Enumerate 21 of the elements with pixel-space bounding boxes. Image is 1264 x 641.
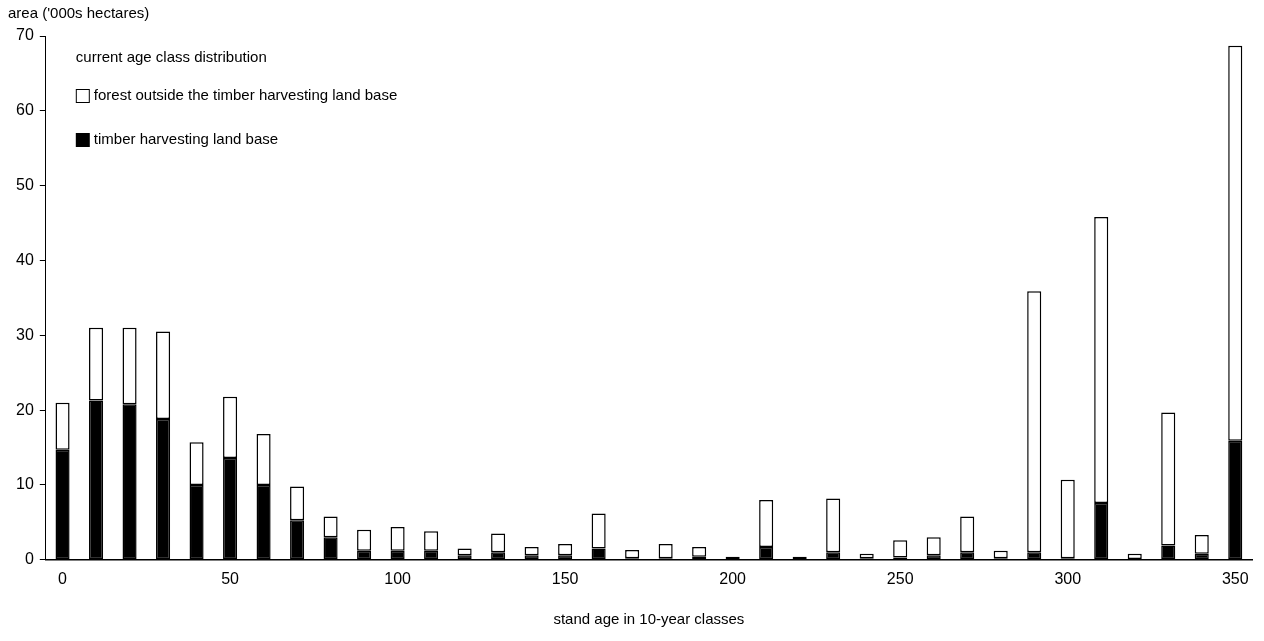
x-tick-label: 50: [221, 569, 240, 587]
y-tick-label: 20: [16, 400, 34, 418]
legend-label: timber harvesting land base: [93, 130, 279, 148]
legend-title: current age class distribution: [75, 48, 267, 66]
x-tick-label: 0: [58, 569, 68, 587]
y-axis-title: area ('000s hectares): [8, 4, 150, 21]
x-tick-label: 250: [886, 569, 914, 587]
x-tick-label: 200: [719, 569, 747, 587]
y-tick-label: 10: [16, 475, 34, 493]
x-tick-label: 100: [384, 569, 412, 587]
y-tick-label: 30: [16, 325, 34, 343]
y-tick-label: 70: [16, 26, 34, 44]
x-axis-title: stand age in 10-year classes: [553, 610, 745, 628]
x-tick-label: 150: [551, 569, 579, 587]
y-tick-label: 40: [16, 250, 34, 268]
x-tick-label: 350: [1221, 569, 1249, 587]
y-tick-label: 60: [16, 101, 34, 119]
y-tick-label: 0: [24, 550, 34, 568]
x-tick-label: 300: [1054, 569, 1082, 587]
y-tick-label: 50: [16, 176, 34, 194]
legend-label: forest outside the timber harvesting land base: [93, 86, 398, 104]
